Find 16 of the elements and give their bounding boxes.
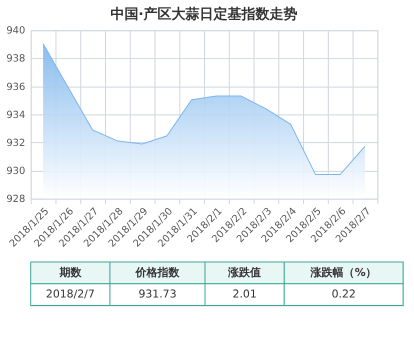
chart-title: 中国·产区大蒜日定基指数走势 (110, 5, 298, 22)
text: 2018/2/7 (46, 288, 95, 301)
y-tick-label: 928 (6, 194, 26, 206)
text: 涨跌值 (227, 266, 262, 279)
y-tick-label: 930 (6, 166, 26, 177)
y-tick-label: 936 (6, 82, 26, 93)
text: 涨跌幅（%） (310, 266, 377, 279)
y-tick-label: 940 (6, 26, 26, 37)
text: 931.73 (138, 288, 177, 301)
text: 0.22 (332, 288, 356, 301)
text: 价格指数 (134, 266, 180, 279)
y-tick-label: 938 (6, 54, 26, 65)
y-tick-label: 934 (6, 110, 26, 121)
text: 期数 (58, 266, 82, 279)
text: 2.01 (232, 288, 257, 301)
y-tick-label: 932 (6, 138, 26, 149)
